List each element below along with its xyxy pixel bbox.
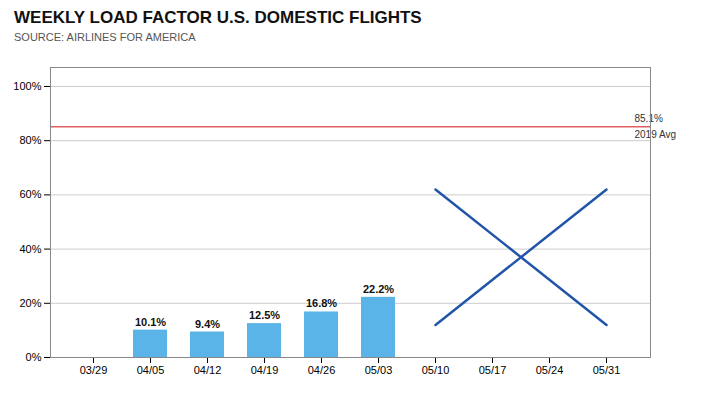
svg-text:9.4%: 9.4%: [195, 318, 220, 330]
svg-text:04/12: 04/12: [194, 364, 222, 376]
html-text:SOURCE: AIRLINES FOR AMERICA: SOURCE: AIRLINES FOR AMERICA: [14, 31, 196, 43]
svg-text:10.1%: 10.1%: [135, 316, 166, 328]
svg-text:85.1%: 85.1%: [635, 113, 663, 124]
svg-text:05/24: 05/24: [536, 364, 564, 376]
svg-text:60%: 60%: [19, 188, 41, 200]
svg-text:0%: 0%: [26, 351, 42, 363]
svg-text:80%: 80%: [19, 134, 41, 146]
svg-text:04/05: 04/05: [137, 364, 165, 376]
svg-text:20%: 20%: [19, 297, 41, 309]
svg-text:100%: 100%: [13, 80, 41, 92]
html-text:WEEKLY LOAD FACTOR U.S. DOMEST: WEEKLY LOAD FACTOR U.S. DOMESTIC FLIGHTS: [14, 8, 422, 27]
svg-text:05/31: 05/31: [593, 364, 621, 376]
svg-text:05/10: 05/10: [422, 364, 450, 376]
svg-text:05/03: 05/03: [365, 364, 393, 376]
svg-text:16.8%: 16.8%: [306, 297, 337, 309]
svg-text:05/17: 05/17: [479, 364, 507, 376]
svg-text:12.5%: 12.5%: [249, 309, 280, 321]
svg-text:04/19: 04/19: [251, 364, 279, 376]
svg-text:2019 Avg: 2019 Avg: [635, 129, 677, 140]
svg-text:22.2%: 22.2%: [363, 283, 394, 295]
svg-text:03/29: 03/29: [80, 364, 108, 376]
svg-text:40%: 40%: [19, 243, 41, 255]
svg-text:04/26: 04/26: [308, 364, 336, 376]
